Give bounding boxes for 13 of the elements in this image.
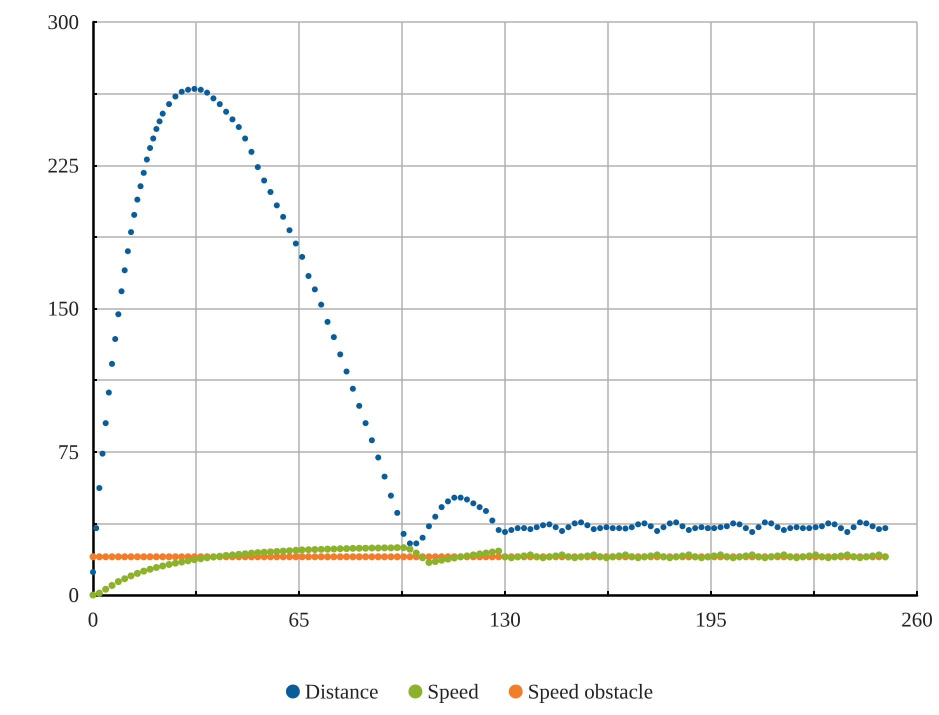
y-tick-label: 300 <box>48 10 79 34</box>
x-tick-label: 260 <box>901 608 933 632</box>
x-tick-label: 0 <box>88 608 98 632</box>
legend-label: Distance <box>304 680 378 704</box>
y-tick-label: 0 <box>68 583 79 607</box>
y-tick-label: 75 <box>58 440 79 464</box>
x-tick-label: 130 <box>489 608 521 632</box>
y-tick-label: 225 <box>48 153 79 178</box>
legend-label: Speed <box>427 680 480 704</box>
x-tick-label: 65 <box>288 608 310 632</box>
legend-label: Speed obstacle <box>528 680 654 704</box>
y-tick-label: 150 <box>48 296 79 320</box>
x-tick-label: 195 <box>695 608 727 632</box>
